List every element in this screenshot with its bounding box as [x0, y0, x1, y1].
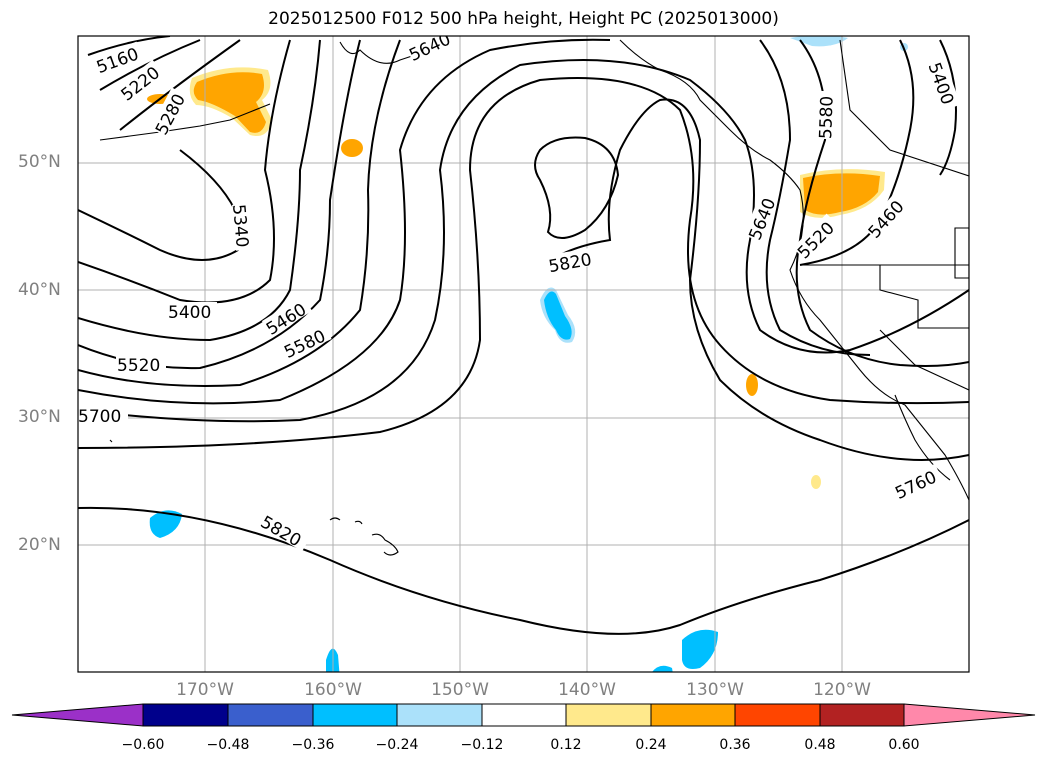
coastlines	[99, 39, 969, 556]
colorbar-tick-label: 0.36	[719, 737, 751, 753]
colorbar-segment	[396, 703, 483, 727]
lon-label: 160°W	[304, 680, 362, 700]
colorbar-tick-label: −0.36	[291, 737, 335, 753]
colorbar-segment	[819, 703, 905, 727]
contour-label: 5520	[117, 356, 160, 376]
lat-label: 50°N	[18, 152, 61, 172]
colorbar-tick-label: −0.48	[206, 737, 250, 753]
contour-label: 5580	[816, 96, 837, 140]
colorbar-tick-label: −0.12	[460, 737, 504, 753]
lon-label: 130°W	[686, 680, 744, 700]
map-frame	[77, 35, 970, 673]
colorbar-tick-label: 0.60	[888, 737, 920, 753]
lat-label: 20°N	[18, 535, 61, 555]
colorbar-segment	[650, 703, 736, 727]
colorbar-segment	[312, 703, 398, 727]
contour-label: 5640	[406, 30, 454, 66]
graticule	[78, 36, 969, 672]
lon-label: 150°W	[431, 680, 489, 700]
colorbar	[11, 703, 1036, 727]
colorbar-segment	[481, 703, 567, 727]
colorbar-tick-label: 0.24	[635, 737, 667, 753]
colorbar-tick-label: −0.24	[375, 737, 419, 753]
colorbar-tick-label: 0.12	[550, 737, 582, 753]
contour-label: 5400	[168, 303, 211, 323]
colorbar-segment	[142, 703, 229, 727]
lon-label: 170°W	[176, 680, 234, 700]
map-title: 2025012500 F012 500 hPa height, Height P…	[268, 9, 779, 29]
lat-label: 40°N	[18, 280, 61, 300]
colorbar-segment	[565, 703, 652, 727]
colorbar-tick-label: 0.48	[804, 737, 836, 753]
positive-anomaly-shading	[147, 67, 885, 489]
negative-anomaly-shading	[149, 36, 908, 672]
contour-labels: 5160 5220 5280 5340 5400 5460 5520 5580 …	[78, 30, 961, 551]
contour-label: 5820	[547, 250, 593, 277]
contour-label: 5340	[228, 203, 252, 248]
colorbar-lower-extend	[11, 703, 144, 727]
colorbar-segment	[227, 703, 314, 727]
lon-label: 120°W	[813, 680, 871, 700]
colorbar-segment	[734, 703, 821, 727]
lat-label: 30°N	[18, 407, 61, 427]
contour-label: 5700	[78, 407, 121, 427]
colorbar-upper-extend	[903, 703, 1036, 727]
colorbar-tick-label: −0.60	[121, 737, 165, 753]
lon-label: 140°W	[558, 680, 616, 700]
